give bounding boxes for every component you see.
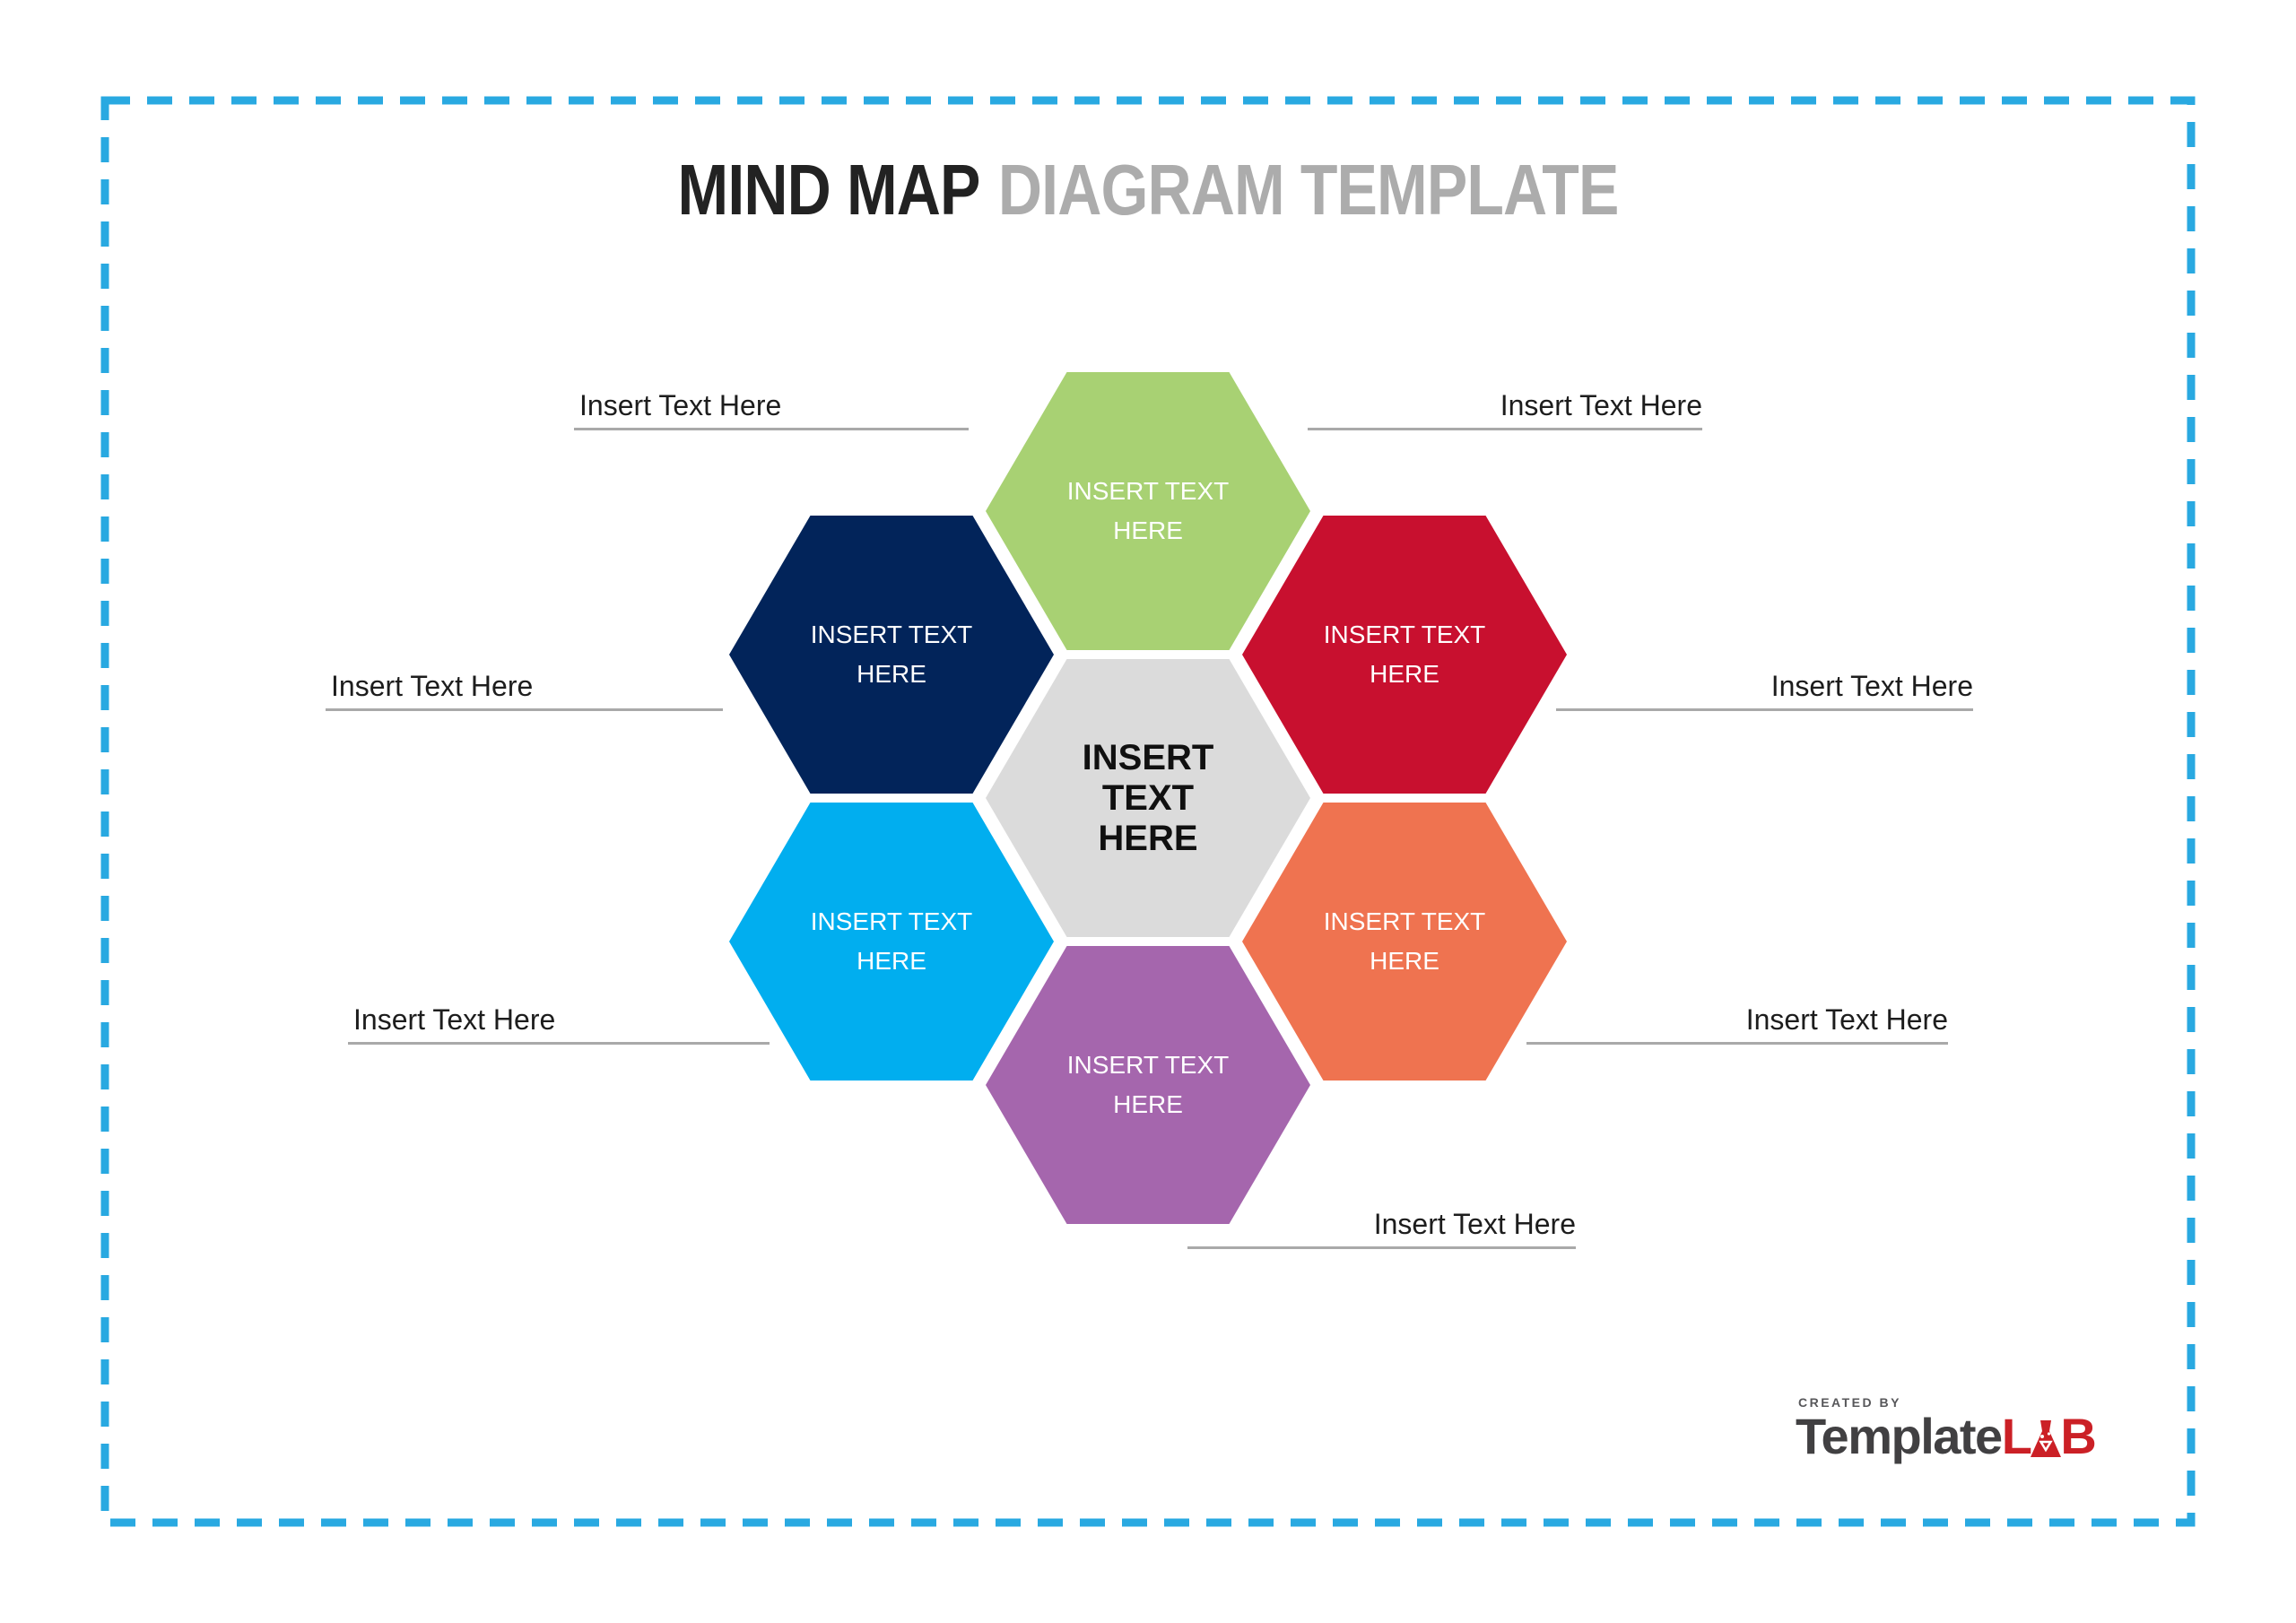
callout-bottom-line bbox=[1187, 1246, 1576, 1249]
page-title: MIND MAP DIAGRAM TEMPLATE bbox=[172, 149, 2124, 231]
hexagon-bottom-right[interactable]: INSERT TEXT HERE bbox=[1242, 803, 1567, 1081]
dashed-border-rect bbox=[100, 96, 2196, 1527]
callout-mid-right-line bbox=[1556, 708, 1973, 711]
callout-bottom[interactable]: Insert Text Here bbox=[1187, 1207, 1576, 1249]
hexagon-top[interactable]: INSERT TEXT HERE bbox=[986, 372, 1310, 650]
callout-top-left-line bbox=[574, 428, 969, 430]
hexagon-bottom-left-label: INSERT TEXT HERE bbox=[810, 907, 973, 975]
hexagon-top-label: INSERT TEXT HERE bbox=[1066, 477, 1230, 544]
callout-top-left-text: Insert Text Here bbox=[579, 389, 782, 421]
callout-mid-right[interactable]: Insert Text Here bbox=[1556, 669, 1973, 711]
hexagon-bottom[interactable]: INSERT TEXT HERE bbox=[986, 946, 1310, 1224]
callout-mid-left-line bbox=[326, 708, 723, 711]
hexagon-top-right-label: INSERT TEXT HERE bbox=[1323, 621, 1486, 688]
title-primary: MIND MAP bbox=[677, 150, 981, 230]
callout-mid-right-text: Insert Text Here bbox=[1770, 670, 1973, 702]
branding-block: CREATED BY Template L B bbox=[1796, 1395, 2097, 1464]
hexagon-top-left-label: INSERT TEXT HERE bbox=[810, 621, 973, 688]
callout-mid-left[interactable]: Insert Text Here bbox=[326, 669, 723, 711]
hexagon-bottom-label: INSERT TEXT HERE bbox=[1066, 1051, 1230, 1118]
callout-top-right-line bbox=[1308, 428, 1702, 430]
created-by-text: CREATED BY bbox=[1798, 1395, 1901, 1410]
callout-bottom-text: Insert Text Here bbox=[1373, 1208, 1576, 1240]
title-secondary: DIAGRAM TEMPLATE bbox=[997, 150, 1619, 230]
templatelab-logo: Template L B bbox=[1796, 1408, 2097, 1464]
brand-lab-b: B bbox=[2060, 1408, 2096, 1464]
hexagon-top-right[interactable]: INSERT TEXT HERE bbox=[1242, 516, 1567, 794]
callout-top-right[interactable]: Insert Text Here bbox=[1308, 388, 1702, 430]
hexagon-bottom-right-label: INSERT TEXT HERE bbox=[1323, 907, 1486, 975]
callout-lower-right[interactable]: Insert Text Here bbox=[1526, 1002, 1948, 1045]
brand-lab-l: L bbox=[2001, 1408, 2032, 1464]
callout-lower-right-text: Insert Text Here bbox=[1745, 1003, 1948, 1036]
callout-lower-left-text: Insert Text Here bbox=[353, 1003, 556, 1036]
callout-top-right-text: Insert Text Here bbox=[1500, 389, 1702, 421]
callout-lower-right-line bbox=[1526, 1042, 1948, 1045]
callout-mid-left-text: Insert Text Here bbox=[331, 670, 534, 702]
hexagon-center[interactable]: INSERT TEXT HERE bbox=[986, 659, 1310, 937]
brand-template-text: Template bbox=[1796, 1408, 2003, 1464]
flask-icon bbox=[2031, 1420, 2062, 1457]
callout-lower-left[interactable]: Insert Text Here bbox=[348, 1002, 770, 1045]
callout-top-left[interactable]: Insert Text Here bbox=[574, 388, 969, 430]
hexagon-center-label: INSERT TEXT HERE bbox=[1082, 737, 1214, 858]
callout-lower-left-line bbox=[348, 1042, 770, 1045]
